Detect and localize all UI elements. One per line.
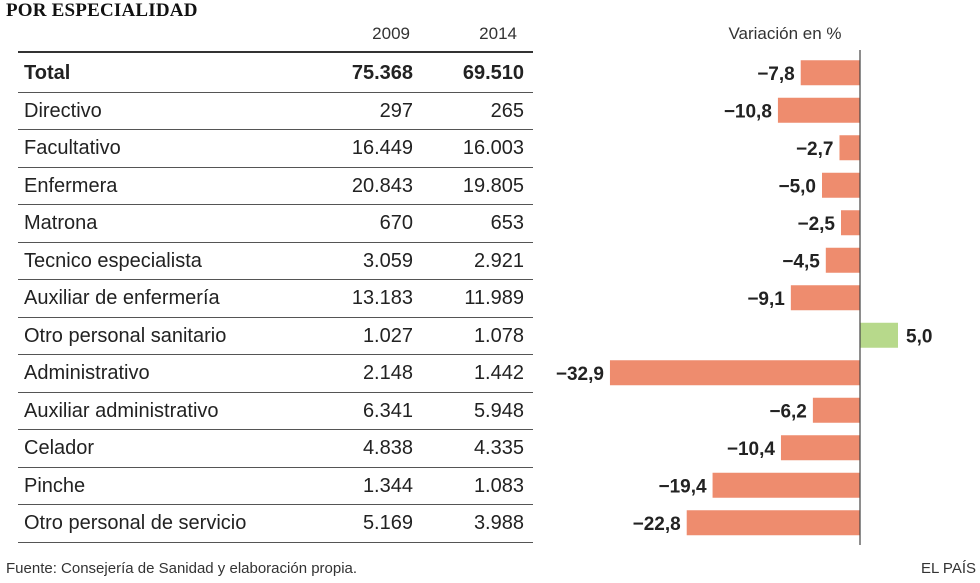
- value-2009: 75.368: [351, 62, 413, 84]
- row-label: Enfermera: [24, 174, 118, 197]
- value-2014: 653: [490, 212, 524, 234]
- table-row: Tecnico especialista 3.059 2.921: [18, 242, 533, 280]
- table-row: Celador 4.838 4.335: [18, 429, 533, 468]
- value-2009: 3.059: [362, 249, 413, 272]
- bar-value-label: −5,0: [778, 176, 816, 197]
- bar: [825, 247, 860, 273]
- table-row: Administrativo 2.148 1.442: [18, 354, 533, 393]
- bar: [777, 97, 860, 123]
- bar-value-label: −10,4: [727, 439, 776, 460]
- row-label: Total: [24, 62, 71, 84]
- bar-value-label: −10,8: [724, 101, 772, 122]
- table-row: Total 75.368 69.510: [18, 54, 533, 93]
- value-2009: 2.148: [362, 362, 413, 384]
- chart-title: POR ESPECIALIDAD: [6, 0, 198, 21]
- table-row: Otro personal sanitario 1.027 1.078: [18, 317, 533, 355]
- value-2014: 4.335: [473, 437, 524, 459]
- value-2014: 1.083: [473, 474, 524, 497]
- bar: [841, 210, 860, 236]
- value-2014: 265: [490, 99, 524, 122]
- value-2014: 1.078: [473, 324, 524, 347]
- row-label: Facultativo: [24, 137, 121, 159]
- bar-value-label: −2,7: [796, 139, 834, 160]
- bar: [780, 435, 860, 461]
- table-row: Pinche 1.344 1.083: [18, 467, 533, 505]
- source-note: Fuente: Consejería de Sanidad y elaborac…: [6, 560, 358, 577]
- value-2009: 16.449: [351, 137, 413, 159]
- value-2014: 1.442: [473, 362, 524, 384]
- value-2009: 297: [379, 99, 413, 122]
- row-label: Auxiliar administrativo: [24, 399, 219, 422]
- bar-value-label: −22,8: [633, 514, 681, 535]
- row-label: Auxiliar de enfermería: [24, 287, 220, 309]
- column-header-2009: 2009: [372, 24, 410, 43]
- row-label: Directivo: [24, 99, 102, 122]
- value-2009: 4.838: [362, 437, 413, 459]
- value-2009: 20.843: [351, 174, 413, 197]
- value-2014: 2.921: [473, 249, 524, 272]
- bar: [686, 510, 860, 536]
- value-2014: 16.003: [462, 137, 524, 159]
- bar-value-label: −2,5: [797, 214, 835, 235]
- value-2009: 13.183: [351, 287, 413, 309]
- value-2014: 5.948: [473, 399, 524, 422]
- table-row: Auxiliar de enfermería 13.183 11.989: [18, 279, 533, 318]
- bar: [812, 397, 860, 423]
- bar: [839, 135, 860, 161]
- value-2014: 19.805: [462, 174, 524, 197]
- bar-value-label: −6,2: [769, 401, 807, 422]
- bar: [790, 285, 860, 311]
- table-row: Directivo 297 265: [18, 92, 533, 130]
- bar-value-label: −19,4: [658, 476, 707, 497]
- bar-value-label: −4,5: [782, 251, 820, 272]
- table-row: Otro personal de servicio 5.169 3.988: [18, 504, 533, 543]
- row-label: Otro personal sanitario: [24, 324, 227, 347]
- table-row: Matrona 670 653: [18, 204, 533, 243]
- value-2009: 5.169: [362, 512, 413, 534]
- row-label: Otro personal de servicio: [24, 512, 247, 534]
- value-2009: 670: [379, 212, 413, 234]
- value-2014: 3.988: [473, 512, 524, 534]
- value-2009: 1.344: [362, 474, 413, 497]
- table-row: Facultativo 16.449 16.003: [18, 129, 533, 168]
- bar: [712, 472, 860, 498]
- bar: [860, 322, 898, 348]
- column-header-2014: 2014: [479, 24, 517, 43]
- bar: [609, 360, 860, 386]
- value-2014: 11.989: [464, 287, 524, 309]
- column-header-variation: Variación en %: [728, 24, 842, 43]
- row-label: Administrativo: [24, 362, 150, 384]
- value-2009: 1.027: [362, 324, 413, 347]
- value-2014: 69.510: [462, 62, 524, 84]
- table-row: Auxiliar administrativo 6.341 5.948: [18, 392, 533, 430]
- row-label: Celador: [24, 437, 95, 459]
- bar-value-label: −7,8: [757, 64, 795, 85]
- bar: [822, 172, 860, 198]
- row-label: Tecnico especialista: [24, 249, 202, 272]
- row-label: Matrona: [24, 212, 98, 234]
- table-row: Enfermera 20.843 19.805: [18, 167, 533, 205]
- row-label: Pinche: [24, 474, 86, 497]
- bar-value-label: −9,1: [747, 289, 785, 310]
- table-top-rule: [18, 51, 533, 53]
- bar-value-label: 5,0: [906, 326, 932, 347]
- bar: [800, 60, 860, 86]
- value-2009: 6.341: [362, 399, 413, 422]
- bar-value-label: −32,9: [556, 364, 604, 385]
- brand-logo-text: EL PAÍS: [920, 560, 976, 577]
